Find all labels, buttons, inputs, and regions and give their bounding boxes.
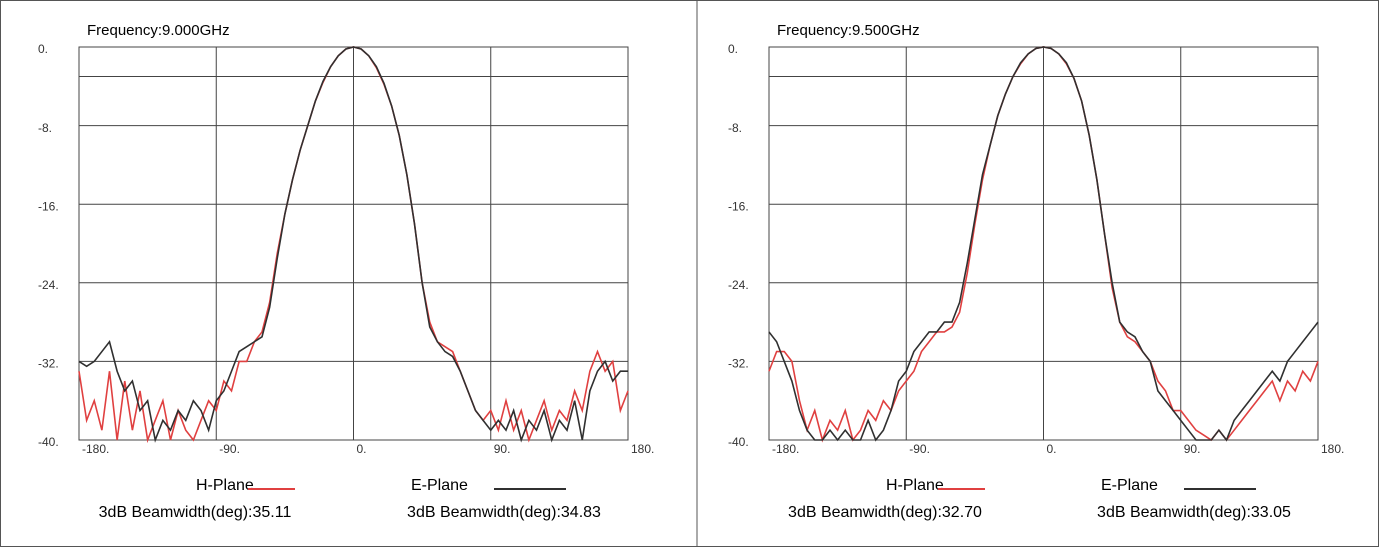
y-tick-label: -40. (728, 435, 749, 449)
y-tick-label: -24. (38, 278, 59, 292)
y-tick-label: -32. (728, 357, 749, 371)
legend-label: H-Plane (196, 477, 254, 494)
legend-label: E-Plane (411, 477, 468, 494)
y-tick-label: -8. (728, 121, 742, 135)
x-tick-label: 90. (494, 442, 511, 456)
x-tick-label: 0. (357, 442, 367, 456)
y-tick-label: -16. (38, 199, 59, 213)
y-tick-label: -16. (728, 199, 749, 213)
y-tick-label: -32. (38, 357, 59, 371)
beamwidth-annotation: 3dB Beamwidth(deg):32.70 (788, 504, 982, 521)
series-line (768, 46, 1319, 442)
x-tick-label: 90. (1184, 442, 1201, 456)
x-tick-label: 180. (1321, 442, 1344, 456)
y-tick-label: -40. (38, 435, 59, 449)
x-tick-label: -180. (82, 442, 109, 456)
x-tick-label: 180. (631, 442, 654, 456)
beamwidth-annotation: 3dB Beamwidth(deg):34.83 (407, 504, 601, 521)
y-tick-label: 0. (728, 42, 738, 56)
x-tick-label: -180. (772, 442, 799, 456)
y-tick-label: -24. (728, 278, 749, 292)
chart-title: Frequency:9.000GHz (87, 22, 230, 39)
x-tick-label: -90. (219, 442, 240, 456)
beamwidth-annotation: 3dB Beamwidth(deg):33.05 (1097, 504, 1291, 521)
chart-title: Frequency:9.500GHz (777, 22, 920, 39)
legend-label: H-Plane (886, 477, 944, 494)
legend-label: E-Plane (1101, 477, 1158, 494)
beamwidth-annotation: 3dB Beamwidth(deg):35.11 (99, 504, 292, 521)
y-tick-label: 0. (38, 42, 48, 56)
series-line (78, 46, 628, 443)
x-tick-label: 0. (1047, 442, 1057, 456)
y-tick-label: -8. (38, 121, 52, 135)
x-tick-label: -90. (909, 442, 930, 456)
